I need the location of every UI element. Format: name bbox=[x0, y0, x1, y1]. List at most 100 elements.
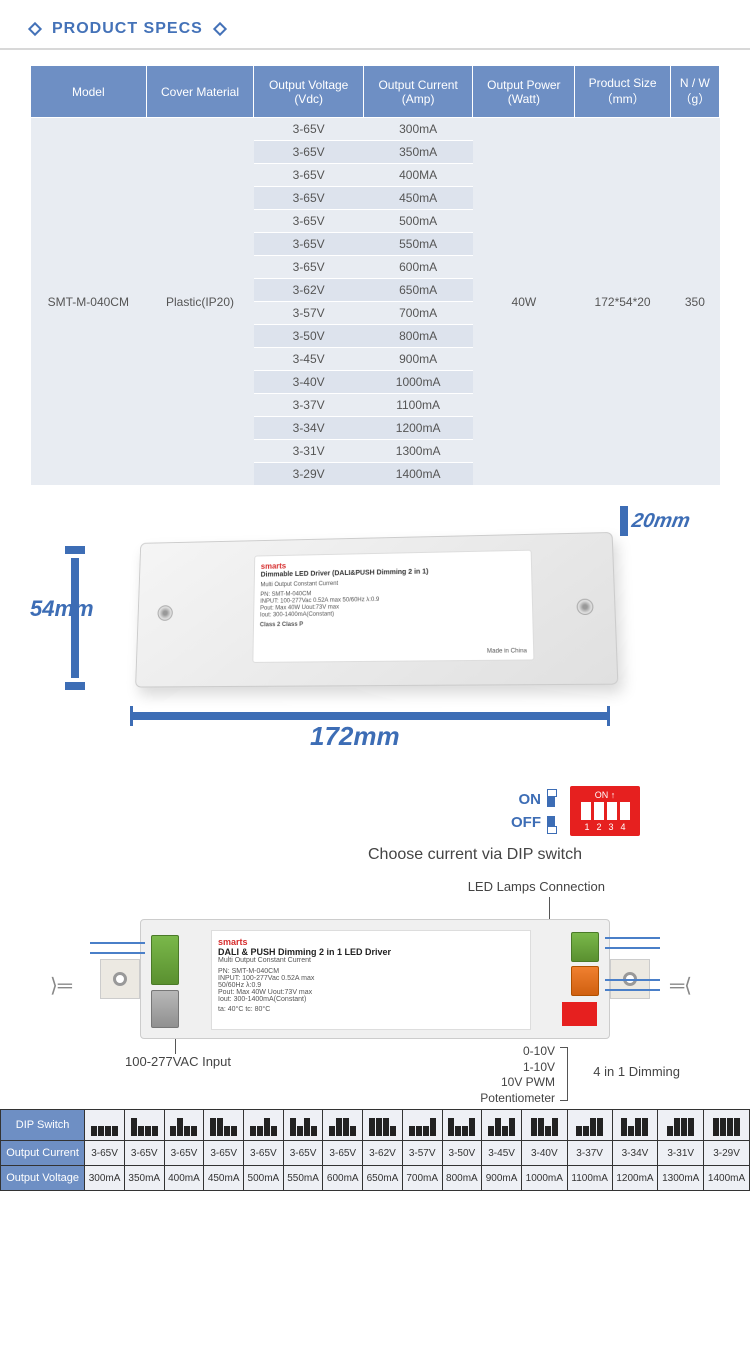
dip-glyph-cell bbox=[442, 1110, 482, 1141]
dim-depth: 20mm bbox=[620, 506, 690, 536]
dim-terminal bbox=[151, 990, 179, 1028]
voltage-cell: 3-62V bbox=[254, 279, 364, 302]
dip-section: ON OFF ON ↑ 1234 Choose current via DIP … bbox=[30, 786, 720, 864]
spec-header: Output Power(Watt) bbox=[473, 66, 575, 118]
spec-table: ModelCover MaterialOutput Voltage(Vdc)Ou… bbox=[30, 65, 720, 486]
dip-num: 4 bbox=[621, 822, 626, 832]
ov-cell: 500mA bbox=[244, 1166, 284, 1191]
current-cell: 800mA bbox=[363, 325, 472, 348]
title-text: PRODUCT SPECS bbox=[52, 20, 203, 38]
oc-cell: 3-34V bbox=[612, 1141, 658, 1166]
dip-glyph-cell bbox=[482, 1110, 522, 1141]
current-cell: 650mA bbox=[363, 279, 472, 302]
onoff-legend: ON OFF bbox=[511, 791, 555, 831]
switch-up-icon bbox=[547, 793, 555, 807]
voltage-cell: 3-29V bbox=[254, 463, 364, 486]
current-cell: 350mA bbox=[363, 141, 472, 164]
ov-cell: 800mA bbox=[442, 1166, 482, 1191]
dip-glyph-cell bbox=[244, 1110, 284, 1141]
power-cell: 40W bbox=[473, 118, 575, 486]
output-terminal bbox=[571, 932, 599, 962]
ov-cell: 650mA bbox=[363, 1166, 403, 1191]
driver-box: smarts Dimmable LED Driver (DALI&PUSH Di… bbox=[135, 532, 618, 688]
spec-header: Cover Material bbox=[146, 66, 254, 118]
led-conn-label: LED Lamps Connection bbox=[468, 879, 605, 894]
voltage-cell: 3-50V bbox=[254, 325, 364, 348]
voltage-cell: 3-45V bbox=[254, 348, 364, 371]
spec-header: Model bbox=[31, 66, 147, 118]
voltage-cell: 3-65V bbox=[254, 118, 364, 141]
spec-header: N / W（g） bbox=[670, 66, 719, 118]
current-cell: 1200mA bbox=[363, 417, 472, 440]
dip-glyph-cell bbox=[612, 1110, 658, 1141]
diamond-icon bbox=[28, 22, 42, 36]
driver-label: smarts Dimmable LED Driver (DALI&PUSH Di… bbox=[252, 550, 534, 663]
input-label: 100-277VAC Input bbox=[125, 1054, 231, 1069]
section-title: PRODUCT SPECS bbox=[0, 0, 750, 50]
ov-cell: 400mA bbox=[164, 1166, 204, 1191]
product-diagram: 20mm smarts Dimmable LED Driver (DALI&PU… bbox=[30, 506, 720, 766]
ov-cell: 1400mA bbox=[704, 1166, 750, 1191]
current-cell: 700mA bbox=[363, 302, 472, 325]
voltage-cell: 3-37V bbox=[254, 394, 364, 417]
oc-cell: 3-50V bbox=[442, 1141, 482, 1166]
current-cell: 450mA bbox=[363, 187, 472, 210]
row-label: DIP Switch bbox=[1, 1110, 85, 1141]
ov-cell: 1300mA bbox=[658, 1166, 704, 1191]
dip-glyph-cell bbox=[363, 1110, 403, 1141]
current-cell: 1000mA bbox=[363, 371, 472, 394]
voltage-cell: 3-31V bbox=[254, 440, 364, 463]
ov-cell: 900mA bbox=[482, 1166, 522, 1191]
dip-num: 3 bbox=[609, 822, 614, 832]
oc-cell: 3-65V bbox=[323, 1141, 363, 1166]
voltage-cell: 3-65V bbox=[254, 256, 364, 279]
driver-open: smarts DALI & PUSH Dimming 2 in 1 LED Dr… bbox=[140, 919, 610, 1039]
row-label: Output Current bbox=[1, 1141, 85, 1166]
dip-glyph-cell bbox=[704, 1110, 750, 1141]
oc-cell: 3-62V bbox=[363, 1141, 403, 1166]
screw-icon: ⟩═ bbox=[50, 973, 72, 998]
oc-cell: 3-40V bbox=[521, 1141, 567, 1166]
dim-width-text: 172mm bbox=[310, 721, 400, 752]
oc-cell: 3-65V bbox=[283, 1141, 323, 1166]
dip-glyph-cell bbox=[567, 1110, 612, 1141]
voltage-cell: 3-65V bbox=[254, 164, 364, 187]
spec-header: Product Size（mm） bbox=[575, 66, 670, 118]
dip-table: DIP SwitchOutput Current3-65V3-65V3-65V3… bbox=[0, 1109, 750, 1191]
current-cell: 500mA bbox=[363, 210, 472, 233]
switch-down-icon bbox=[547, 816, 555, 830]
current-cell: 400MA bbox=[363, 164, 472, 187]
row-label: Output Voltage bbox=[1, 1166, 85, 1191]
oc-cell: 3-57V bbox=[402, 1141, 442, 1166]
current-cell: 550mA bbox=[363, 233, 472, 256]
cover-cell: Plastic(IP20) bbox=[146, 118, 254, 486]
dip-num: 1 bbox=[584, 822, 589, 832]
dip-glyph-cell bbox=[402, 1110, 442, 1141]
dimming-list: 0-10V 1-10V 10V PWM Potentiometer bbox=[480, 1044, 555, 1106]
oc-cell: 3-45V bbox=[482, 1141, 522, 1166]
input-terminal bbox=[151, 935, 179, 985]
current-cell: 1400mA bbox=[363, 463, 472, 486]
voltage-cell: 3-65V bbox=[254, 187, 364, 210]
oc-cell: 3-65V bbox=[124, 1141, 164, 1166]
dip-glyph-cell bbox=[204, 1110, 244, 1141]
ov-cell: 1200mA bbox=[612, 1166, 658, 1191]
dimming-label: 4 in 1 Dimming bbox=[593, 1064, 680, 1079]
voltage-cell: 3-40V bbox=[254, 371, 364, 394]
ov-cell: 450mA bbox=[204, 1166, 244, 1191]
dip-glyph-cell bbox=[124, 1110, 164, 1141]
ov-cell: 550mA bbox=[283, 1166, 323, 1191]
dip-switch-icon: ON ↑ 1234 bbox=[570, 786, 640, 836]
oc-cell: 3-37V bbox=[567, 1141, 612, 1166]
oc-cell: 3-65V bbox=[85, 1141, 125, 1166]
oc-cell: 3-65V bbox=[164, 1141, 204, 1166]
mount-tab bbox=[100, 959, 140, 999]
oc-cell: 3-65V bbox=[244, 1141, 284, 1166]
diamond-icon bbox=[213, 22, 227, 36]
oc-cell: 3-29V bbox=[704, 1141, 750, 1166]
dim-height-text: 54mm bbox=[30, 596, 94, 622]
dip-switch-small bbox=[562, 1002, 597, 1026]
ov-cell: 700mA bbox=[402, 1166, 442, 1191]
model-cell: SMT-M-040CM bbox=[31, 118, 147, 486]
oc-cell: 3-65V bbox=[204, 1141, 244, 1166]
